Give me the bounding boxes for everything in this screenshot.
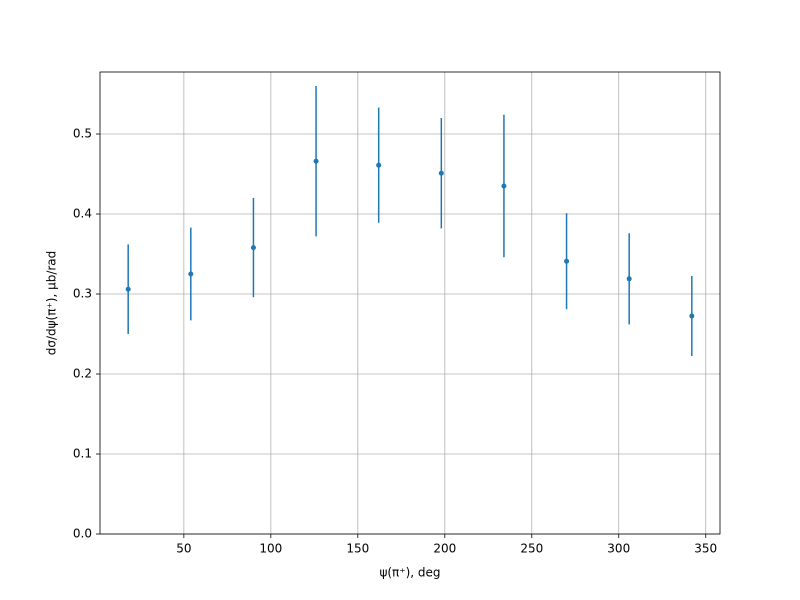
data-point [564, 258, 570, 264]
y-tick-label: 0.3 [73, 287, 92, 301]
y-tick-label: 0.0 [73, 527, 92, 541]
x-axis-label: ψ(π⁺), deg [379, 566, 440, 580]
y-tick-label: 0.1 [73, 447, 92, 461]
data-point [689, 313, 695, 319]
x-tick-label: 200 [433, 542, 456, 556]
data-point [376, 162, 382, 168]
x-tick-label: 300 [607, 542, 630, 556]
y-tick-label: 0.5 [73, 127, 92, 141]
y-axis-label: dσ/dψ(π⁺), μb/rad [45, 251, 59, 356]
data-point [626, 276, 632, 282]
x-tick-label: 350 [694, 542, 717, 556]
plot-frame [99, 71, 721, 535]
y-tick-label: 0.2 [73, 367, 92, 381]
x-tick-label: 250 [520, 542, 543, 556]
x-tick-label: 100 [259, 542, 282, 556]
data-point [250, 245, 256, 251]
data-point [438, 170, 444, 176]
y-tick-label: 0.4 [73, 207, 92, 221]
data-point [188, 271, 194, 277]
data-point [313, 158, 319, 164]
x-tick-label: 150 [346, 542, 369, 556]
data-point [501, 183, 507, 189]
data-point [125, 286, 131, 292]
x-tick-label: 50 [176, 542, 191, 556]
